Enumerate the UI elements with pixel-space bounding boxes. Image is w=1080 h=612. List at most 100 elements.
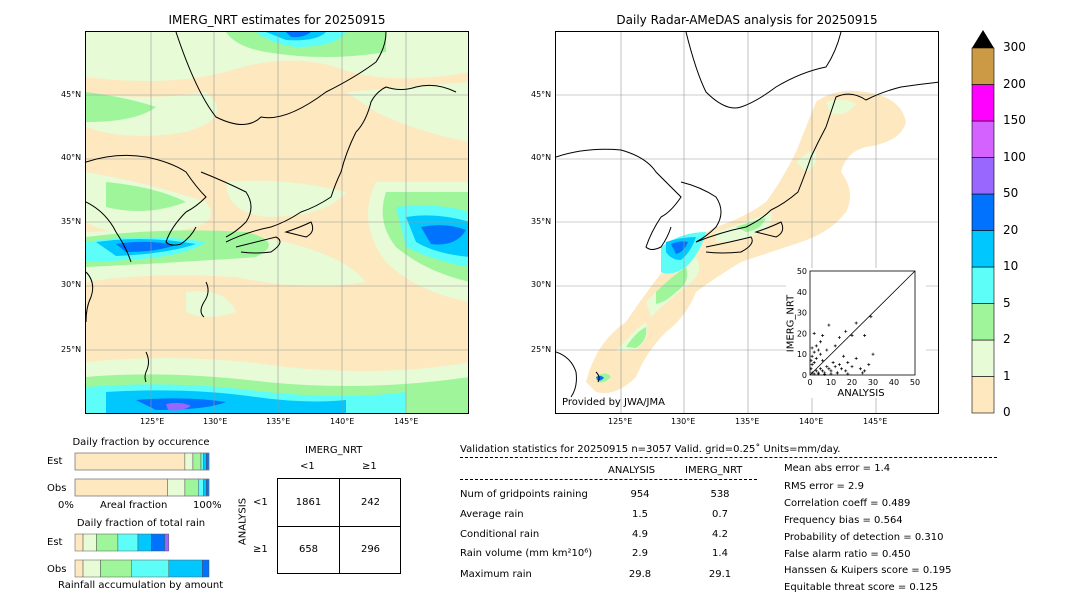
scatter-point (844, 329, 848, 333)
total-rain-bars (74, 533, 210, 578)
colorbar-cell (971, 193, 995, 231)
right-lat-30: 30°N (531, 280, 552, 289)
fraction-segment (164, 533, 170, 552)
scatter-point (850, 333, 854, 337)
left-lat-25: 25°N (61, 345, 82, 354)
scatter-xtick: 0 (807, 378, 812, 387)
right-lon-145: 145°E (863, 417, 888, 426)
stat-row-analysis: 954 (630, 489, 650, 500)
fraction-segment (203, 478, 207, 497)
scatter-point (814, 369, 818, 373)
stat-row-analysis: 29.8 (628, 569, 652, 580)
fraction-bar-outline (74, 452, 210, 471)
scatter-point (809, 367, 813, 371)
contingency-row-ge: ≥1 (253, 544, 268, 555)
colorbar-tick-label: 10 (1003, 259, 1019, 273)
contingency-cell-a: 1861 (295, 497, 322, 508)
colorbar (971, 30, 995, 414)
scatter-inset: 0 10 20 30 40 50 0 10 20 30 40 50 ANALYSIS IMERG_N… (786, 267, 926, 399)
contingency-table: 1861 242 658 296 (277, 478, 401, 574)
scatter-point (846, 372, 850, 376)
colorbar-tick-label: 20 (1003, 222, 1019, 237)
left-lat-45: 45°N (61, 90, 82, 99)
colorbar-cell (971, 376, 995, 414)
scatter-ytick: 50 (797, 268, 807, 276)
scatter-ytick: 10 (797, 350, 807, 359)
total-rain-est-label: Est (47, 537, 63, 548)
scatter-point (831, 361, 835, 365)
scatter-point (823, 372, 827, 376)
right-lat-35: 35°N (531, 217, 552, 226)
scatter-point (812, 372, 816, 376)
scatter-point (829, 372, 833, 376)
scatter-point (858, 367, 862, 371)
score-correlation: Correlation coeff = 0.489 (784, 498, 911, 509)
scatter-point (810, 346, 814, 350)
occurrence-est-label: Est (47, 456, 63, 467)
scatter-point (827, 323, 831, 327)
stat-row-imerg: 4.2 (712, 529, 728, 540)
scatter-ytick: 40 (797, 288, 807, 297)
stat-row-label: Conditional rain (460, 529, 540, 540)
stat-row-imerg: 1.4 (712, 548, 728, 559)
fraction-segment (74, 559, 84, 578)
left-lat-40: 40°N (61, 153, 82, 162)
scatter-point (837, 363, 841, 367)
contingency-col-ge: ≥1 (362, 461, 377, 472)
total-rain-footer: Rainfall accumulation by amount (58, 580, 224, 591)
scatter-ytick: 30 (797, 309, 807, 318)
scatter-point (835, 371, 839, 375)
occurrence-axis-mid: Areal fraction (100, 500, 168, 511)
scatter-point (854, 321, 858, 325)
colorbar-cell (971, 266, 995, 304)
scatter-point (846, 361, 850, 365)
stat-row-imerg: 29.1 (708, 569, 732, 580)
scatter-plot: 0 10 20 30 40 50 0 10 20 30 40 50 (797, 267, 920, 387)
scatter-point (825, 365, 829, 369)
stat-row-imerg: 0.7 (712, 509, 728, 520)
scatter-point (861, 371, 864, 375)
occurrence-axis-left: 0% (58, 500, 74, 511)
total-rain-obs-label: Obs (47, 564, 67, 575)
scatter-point (814, 356, 818, 360)
scatter-point (833, 365, 837, 369)
colorbar-cell (971, 47, 995, 85)
fraction-segment (96, 533, 119, 552)
fraction-segment (131, 559, 170, 578)
fraction-segment (202, 559, 210, 578)
scatter-point (812, 350, 816, 354)
colorbar-tick-label: 1 (1003, 368, 1011, 383)
score-frequency-bias: Frequency bias = 0.564 (784, 515, 903, 526)
fraction-segment (198, 478, 204, 497)
fraction-segment (151, 533, 166, 552)
validation-header-rule (460, 457, 997, 458)
contingency-cell-d: 296 (360, 544, 381, 555)
fraction-segment (74, 533, 84, 552)
left-lat-30: 30°N (61, 280, 82, 289)
radar-credit: Provided by JWA/JMA (562, 397, 665, 408)
right-lon-125: 125°E (608, 417, 633, 426)
fraction-segment (117, 533, 139, 552)
left-lon-135: 135°E (266, 417, 291, 426)
scatter-point (819, 352, 822, 356)
fraction-segment (74, 478, 168, 497)
colorbar-cell (971, 303, 995, 341)
scatter-point (863, 333, 867, 337)
occurrence-title: Daily fraction by occurence (72, 437, 210, 448)
scatter-point (821, 333, 825, 337)
scatter-point (837, 336, 841, 340)
scatter-ytick: 0 (802, 371, 807, 380)
colorbar-tick-label: 0 (1003, 405, 1011, 419)
contingency-col-lt: <1 (300, 461, 315, 472)
left-map (85, 31, 469, 414)
scatter-point (869, 315, 873, 319)
occurrence-bars (74, 452, 210, 497)
scatter-point (809, 358, 813, 362)
score-ets: Equitable threat score = 0.125 (784, 582, 939, 593)
scatter-point (819, 340, 822, 344)
colorbar-cell (971, 84, 995, 122)
right-lon-140: 140°E (799, 417, 824, 426)
left-map-title: IMERG_NRT estimates for 20250915 (168, 13, 386, 27)
total-rain-title: Daily fraction of total rain (76, 518, 206, 529)
fraction-bar-outline (74, 478, 210, 497)
